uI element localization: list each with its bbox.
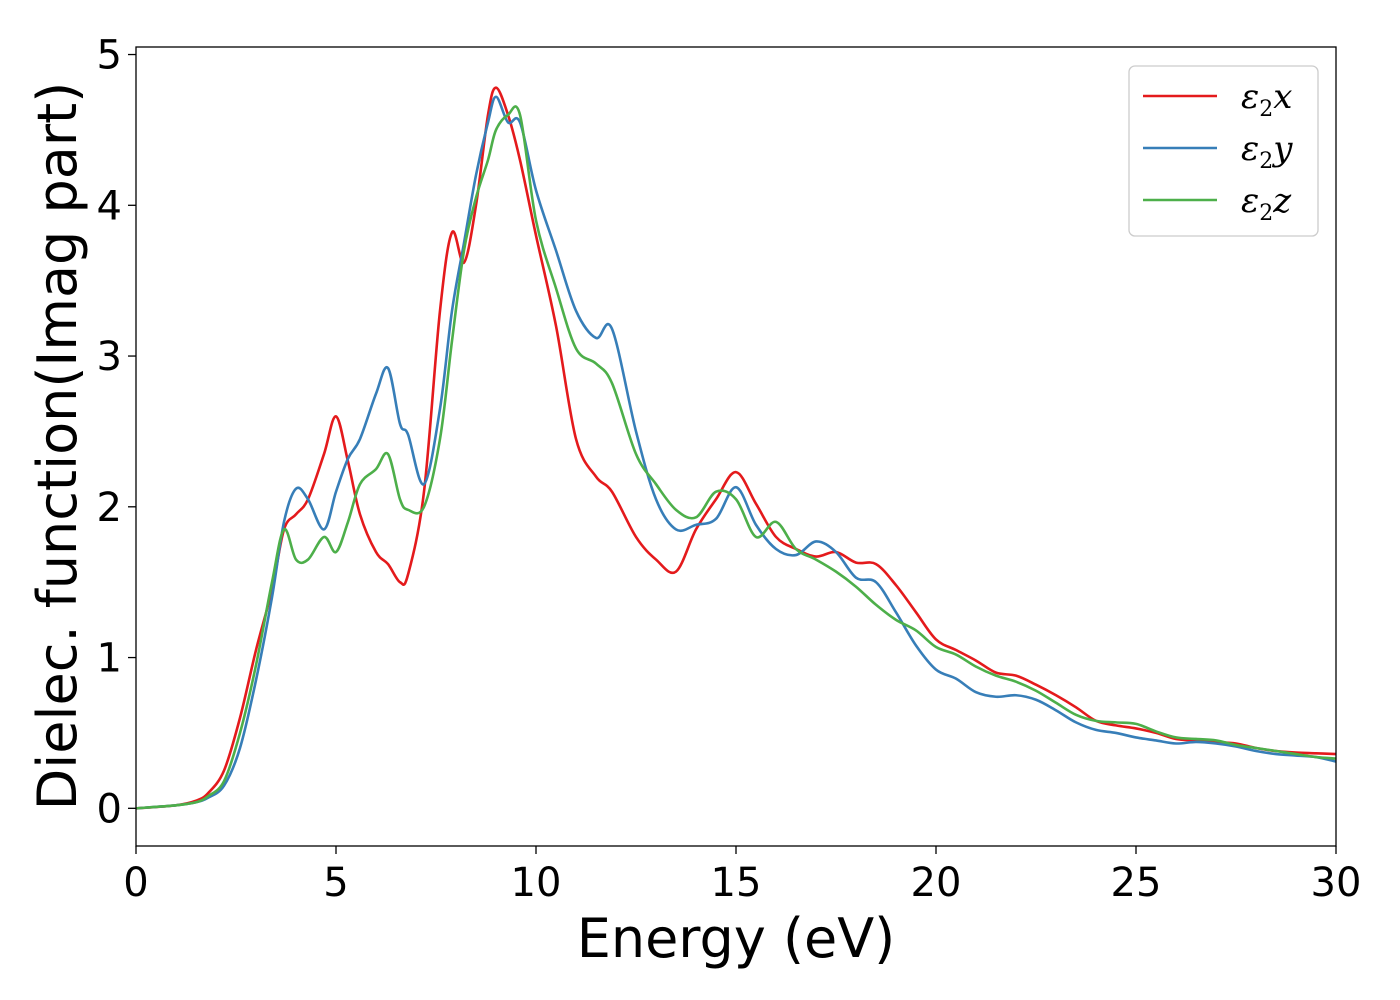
y-axis: 0 1 2 3 4 5: [97, 33, 136, 832]
legend-label: ε2x: [1241, 77, 1292, 122]
y-tick-label: 1: [97, 636, 122, 682]
x-axis-title: Energy (eV): [577, 907, 896, 970]
legend-label: ε2y: [1241, 129, 1293, 174]
series-line-x: [136, 86, 1336, 810]
y-tick-label: 3: [97, 334, 122, 380]
series-layer: [136, 86, 1336, 810]
x-tick-label: 20: [911, 860, 962, 906]
y-axis-title: Dielec. function(Imag part): [26, 82, 89, 811]
y-tick-label: 2: [97, 485, 122, 531]
series-line-y: [136, 95, 1336, 810]
x-tick-label: 10: [511, 860, 562, 906]
legend: ε2x ε2y ε2z: [1128, 65, 1319, 237]
legend-box: [1128, 65, 1319, 237]
x-tick-label: 25: [1111, 860, 1162, 906]
series-line-z: [136, 105, 1336, 810]
y-tick-label: 4: [97, 183, 122, 229]
x-tick-label: 30: [1311, 860, 1362, 906]
y-tick-label: 0: [97, 786, 122, 832]
y-tick-label: 5: [97, 33, 122, 79]
legend-label: ε2z: [1241, 181, 1292, 226]
x-tick-label: 15: [711, 860, 762, 906]
x-axis: 0 5 10 15 20 25 30: [123, 846, 1361, 906]
x-tick-label: 0: [123, 860, 148, 906]
x-tick-label: 5: [323, 860, 348, 906]
